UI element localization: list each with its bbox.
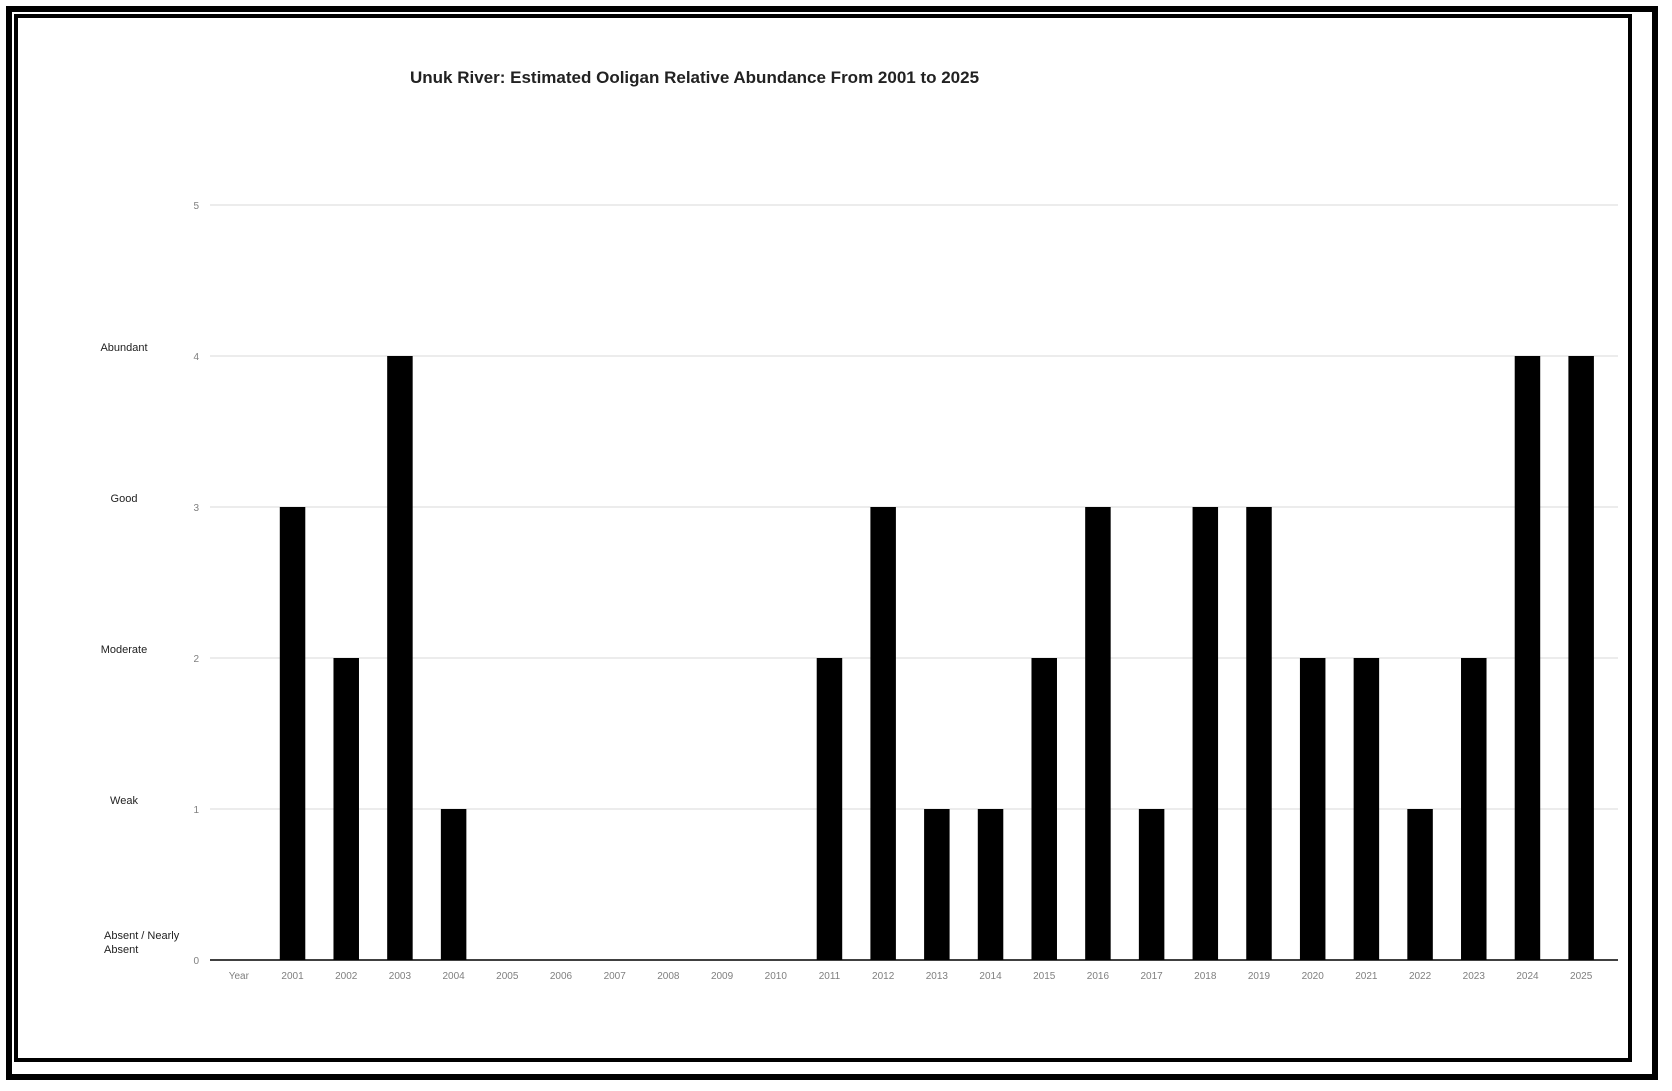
bar-2023	[1461, 658, 1487, 960]
bar-2001	[279, 507, 306, 960]
bar-2025	[1568, 356, 1594, 960]
x-tick-label-2019: 2019	[1248, 971, 1271, 982]
x-tick-label-2007: 2007	[604, 971, 627, 982]
x-tick-label-2014: 2014	[979, 971, 1002, 982]
y-tick-label: 0	[193, 956, 199, 967]
x-tick-label-2021: 2021	[1355, 971, 1378, 982]
x-tick-label-2023: 2023	[1463, 971, 1486, 982]
x-tick-label-2018: 2018	[1194, 971, 1217, 982]
bar-2016	[1085, 507, 1111, 960]
x-tick-label-2016: 2016	[1087, 971, 1110, 982]
x-tick-label-2017: 2017	[1140, 971, 1163, 982]
x-tick-label-2001: 2001	[281, 971, 304, 982]
bar-2020	[1299, 658, 1326, 960]
label-layer: 0 1 2 3 4 5 Year 2001 2002 2003 2004 2005 2006 2007 20…	[193, 201, 1592, 982]
x-tick-label-2002: 2002	[335, 971, 358, 982]
y-tick-label: 4	[193, 352, 199, 363]
x-tick-label-2005: 2005	[496, 971, 519, 982]
x-tick-label-2011: 2011	[819, 971, 841, 982]
bar-2003	[387, 356, 413, 960]
x-tick-label-2003: 2003	[389, 971, 412, 982]
abundance-label-weak: Weak	[110, 795, 138, 807]
bar-2013	[924, 809, 950, 960]
bar-2021	[1353, 658, 1380, 960]
bar-2017	[1138, 809, 1165, 960]
bar-layer	[279, 356, 1594, 960]
x-tick-label-2020: 2020	[1302, 971, 1325, 982]
x-tick-label-2024: 2024	[1516, 971, 1539, 982]
x-tick-label-2008: 2008	[657, 971, 680, 982]
bar-2011	[816, 658, 843, 960]
x-tick-label-2013: 2013	[926, 971, 949, 982]
bar-2014	[977, 809, 1004, 960]
x-tick-label-2025: 2025	[1570, 971, 1593, 982]
x-tick-label-2010: 2010	[765, 971, 788, 982]
abundance-label-moderate: Moderate	[100, 644, 148, 656]
x-tick-label-2022: 2022	[1409, 971, 1432, 982]
bar-2024	[1514, 356, 1541, 960]
y-tick-label: 2	[193, 654, 199, 665]
x-tick-label-2009: 2009	[711, 971, 734, 982]
x-tick-label-2012: 2012	[872, 971, 895, 982]
bar-2004	[440, 809, 467, 960]
grid-layer	[210, 204, 1618, 810]
abundance-label-absent-nearly-absent: Absent / Nearly Absent	[104, 930, 180, 956]
bar-2015	[1031, 658, 1057, 960]
y-tick-label: 3	[193, 503, 199, 514]
chart-title: Unuk River: Estimated Ooligan Relative A…	[410, 68, 980, 87]
bar-2012	[870, 507, 896, 960]
y-tick-label: 5	[193, 201, 199, 212]
bar-2002	[333, 658, 359, 960]
bar-2019	[1246, 507, 1272, 960]
y-tick-label: 1	[193, 805, 199, 816]
x-tick-label-2004: 2004	[442, 971, 465, 982]
x-tick-label-2006: 2006	[550, 971, 573, 982]
abundance-label-abundant: Abundant	[100, 342, 148, 354]
x-tick-label-2015: 2015	[1033, 971, 1056, 982]
bar-2022	[1407, 809, 1433, 960]
bar-2018	[1192, 507, 1219, 960]
abundance-label-good: Good	[110, 493, 138, 505]
x-tick-label-year: Year	[229, 971, 250, 982]
